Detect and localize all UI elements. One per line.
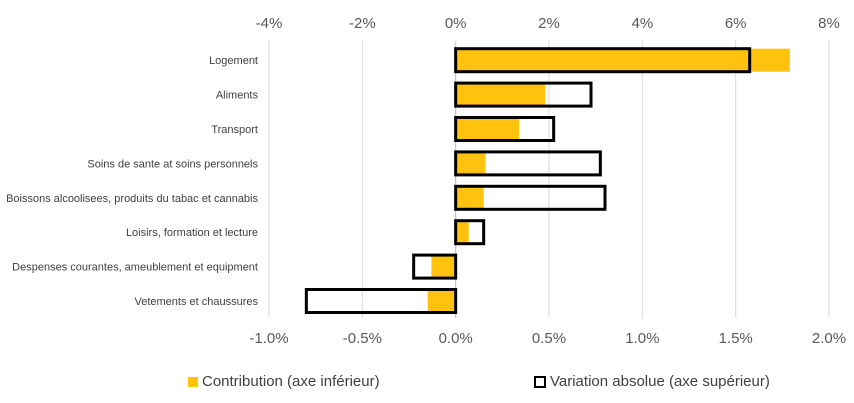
category-label: Aliments xyxy=(216,90,259,102)
category-label: Vetements et chaussures xyxy=(134,296,258,308)
bottom-tick-label: 2.0% xyxy=(812,330,846,347)
variation-bar xyxy=(304,288,458,314)
bottom-axis-ticks: -1.0% -0.5% 0.0% 0.5% 1.0% 1.5% 2.0% xyxy=(249,330,846,347)
category-label: Transport xyxy=(211,124,258,136)
top-axis-ticks: -4% -2% 0% 2% 4% 6% 8% xyxy=(256,15,840,32)
variation-bar xyxy=(454,150,602,177)
top-tick-label: -2% xyxy=(349,15,376,32)
variation-bar xyxy=(454,47,752,74)
bars xyxy=(304,47,790,314)
variation-bar xyxy=(454,219,486,246)
legend-contribution-label: Contribution (axe inférieur) xyxy=(202,373,380,390)
top-tick-label: 8% xyxy=(818,15,840,32)
top-tick-label: 2% xyxy=(538,15,560,32)
contribution-bar xyxy=(455,83,546,107)
variation-bar xyxy=(454,116,556,142)
variation-bar xyxy=(454,184,607,211)
bottom-tick-label: 0.0% xyxy=(439,330,473,347)
legend-variation: Variation absolue (axe supérieur) xyxy=(534,373,770,390)
bottom-tick-label: -1.0% xyxy=(249,330,288,347)
top-tick-label: 4% xyxy=(631,15,653,32)
contribution-bar xyxy=(431,255,456,279)
category-label: Loisirs, formation et lecture xyxy=(126,227,258,239)
category-labels: Logement Aliments Transport Soins de sante … xyxy=(6,55,258,308)
bottom-tick-label: -0.5% xyxy=(343,330,382,347)
category-label: Soins de sante at soins personnels xyxy=(87,158,258,170)
contribution-bar xyxy=(455,117,520,141)
legend-contribution: Contribution (axe inférieur) xyxy=(188,373,380,390)
bottom-tick-label: 1.5% xyxy=(719,330,753,347)
contribution-bar xyxy=(427,289,456,313)
contribution-bar xyxy=(455,186,484,210)
category-label: Logement xyxy=(209,55,258,67)
variation-bar xyxy=(412,253,458,280)
variation-swatch xyxy=(534,375,546,388)
legend-variation-label: Variation absolue (axe supérieur) xyxy=(550,373,770,390)
variation-bar xyxy=(454,81,593,108)
top-tick-label: -4% xyxy=(256,15,283,32)
top-tick-label: 0% xyxy=(445,15,467,32)
contribution-bar xyxy=(455,151,486,175)
category-label: Boissons alcoolisees, produits du tabac … xyxy=(6,193,258,205)
contribution-swatch xyxy=(188,376,198,387)
top-tick-label: 6% xyxy=(725,15,747,32)
bottom-tick-label: 1.0% xyxy=(625,330,659,347)
category-label: Despenses courantes, ameublement et equi… xyxy=(12,262,258,274)
bottom-tick-label: 0.5% xyxy=(532,330,566,347)
contribution-bar xyxy=(455,220,469,244)
contribution-bar xyxy=(455,48,790,72)
